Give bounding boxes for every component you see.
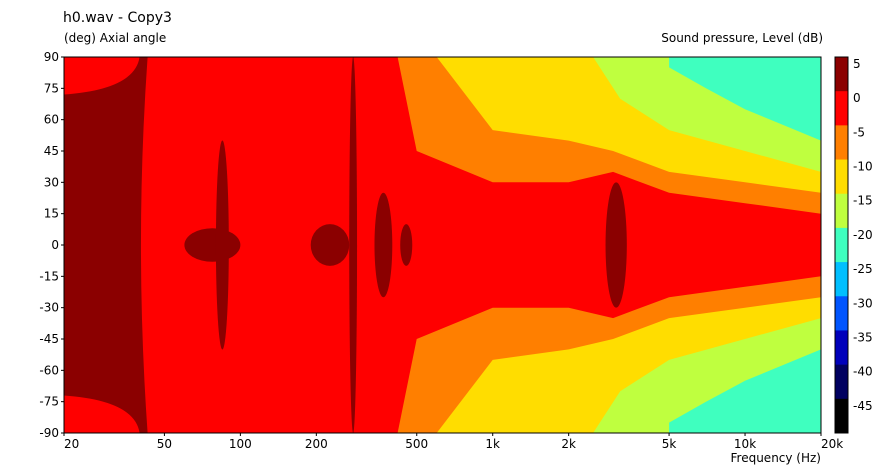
colorbar-band bbox=[835, 296, 848, 331]
x-tick-label: 20 bbox=[64, 437, 79, 451]
peak-region bbox=[310, 224, 350, 266]
y-tick-label: 45 bbox=[44, 144, 59, 158]
plot-area bbox=[64, 57, 821, 433]
x-tick-label: 200 bbox=[305, 437, 328, 451]
colorbar-tick-label: -15 bbox=[853, 194, 873, 208]
peak-region bbox=[605, 182, 627, 308]
colorbar-tick-label: -10 bbox=[853, 160, 873, 174]
x-tick-label: 2k bbox=[561, 437, 576, 451]
y-axis-label: (deg) Axial angle bbox=[64, 31, 167, 45]
colorbar-tick-label: 5 bbox=[853, 57, 861, 71]
x-tick-label: 20k bbox=[821, 437, 843, 451]
colorbar-tick-label: -40 bbox=[853, 365, 873, 379]
y-tick-label: 0 bbox=[51, 238, 59, 252]
x-tick-label: 50 bbox=[157, 437, 172, 451]
y-tick-label: -75 bbox=[39, 395, 59, 409]
peak-region bbox=[184, 228, 241, 262]
x-tick-label: 5k bbox=[662, 437, 677, 451]
colorbar-tick-label: -35 bbox=[853, 330, 873, 344]
colorbar-tick-label: -20 bbox=[853, 228, 873, 242]
colorbar-label: Sound pressure, Level (dB) bbox=[661, 31, 823, 45]
colorbar-band bbox=[835, 57, 848, 92]
colorbar-band bbox=[835, 227, 848, 263]
x-tick-label: 500 bbox=[405, 437, 428, 451]
x-axis-label: Frequency (Hz) bbox=[730, 451, 822, 465]
colorbar-tick-label: -45 bbox=[853, 399, 873, 413]
x-tick-label: 100 bbox=[229, 437, 252, 451]
y-tick-label: 60 bbox=[44, 113, 59, 127]
colorbar-band bbox=[835, 159, 848, 195]
colorbar-tick-label: -25 bbox=[853, 262, 873, 276]
contour--20dB-lower bbox=[669, 349, 821, 433]
colorbar-band bbox=[835, 193, 848, 229]
colorbar-band bbox=[835, 262, 848, 297]
colorbar-band bbox=[835, 364, 848, 400]
y-tick-label: 90 bbox=[44, 50, 59, 64]
y-tick-label: -30 bbox=[39, 301, 59, 315]
peak-region-low bbox=[64, 57, 148, 433]
x-tick-label: 10k bbox=[734, 437, 756, 451]
x-tick-label: 1k bbox=[485, 437, 500, 451]
colorbar-frame bbox=[834, 56, 849, 434]
colorbar-band bbox=[835, 330, 848, 366]
colorbar-band bbox=[835, 91, 848, 126]
y-tick-label: -15 bbox=[39, 269, 59, 283]
y-tick-label: -60 bbox=[39, 363, 59, 377]
chart-title: h0.wav - Copy3 bbox=[63, 10, 172, 26]
y-tick-label: 75 bbox=[44, 81, 59, 95]
y-tick-label: 30 bbox=[44, 175, 59, 189]
peak-region bbox=[400, 224, 413, 266]
peak-region bbox=[215, 140, 229, 350]
peak-region bbox=[374, 192, 393, 298]
y-tick-label: -90 bbox=[39, 426, 59, 440]
colorbar-tick-label: -5 bbox=[853, 125, 865, 139]
colorbar-tick-label: -30 bbox=[853, 296, 873, 310]
colorbar: 5 0 -5 -10 -15 -20 -25 -30 -35 -40 -45 bbox=[834, 56, 873, 434]
contour--20dB-upper bbox=[669, 57, 821, 141]
colorbar-band bbox=[835, 125, 848, 161]
colorbar-tick-label: 0 bbox=[853, 91, 861, 105]
y-tick-label: 15 bbox=[44, 207, 59, 221]
y-tick-label: -45 bbox=[39, 332, 59, 346]
peak-region bbox=[349, 57, 358, 433]
axes: 90 75 60 45 30 15 0 -15 -30 -45 -60 -75 -90 20 50 100 20… bbox=[39, 50, 843, 451]
colorbar-band bbox=[835, 398, 848, 434]
